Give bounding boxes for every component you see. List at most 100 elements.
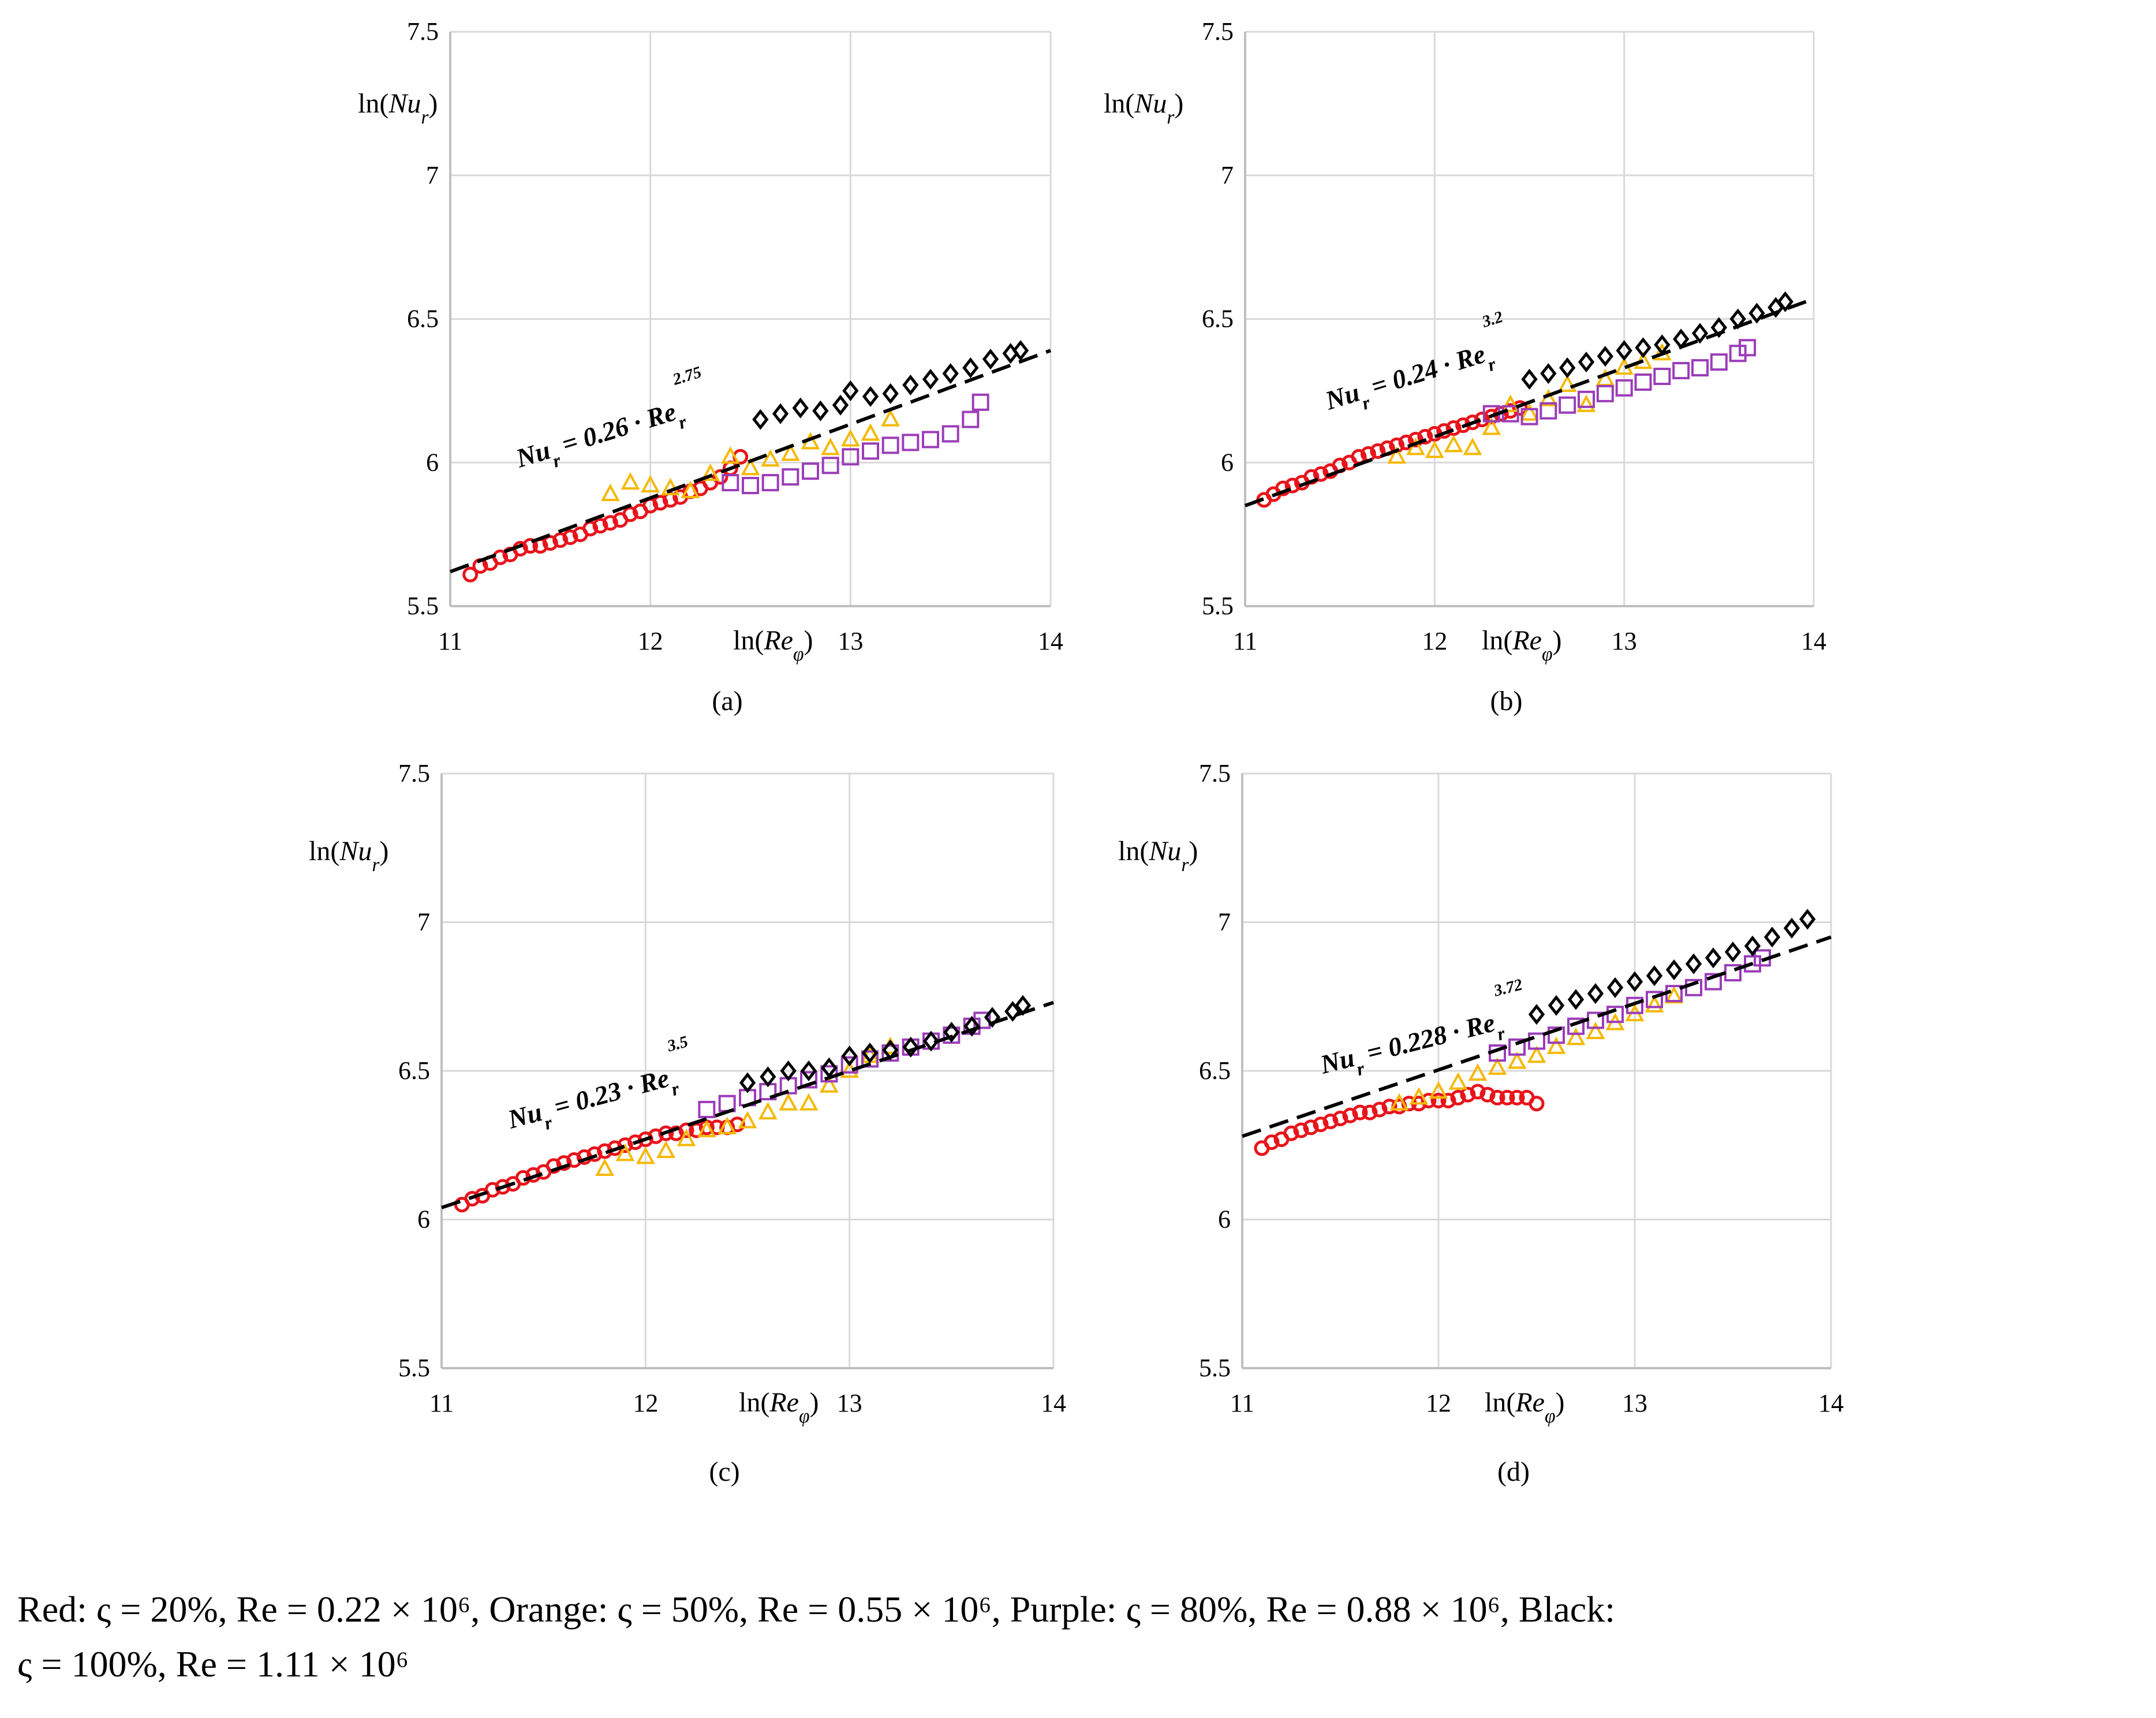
red-circle-point bbox=[1398, 434, 1414, 450]
purple-square-point bbox=[1540, 402, 1557, 420]
orange-triangle-point bbox=[780, 443, 800, 461]
black-diamond-point bbox=[792, 397, 809, 419]
black-diamond-point bbox=[943, 1022, 960, 1043]
y-tick-label: 7.5 bbox=[1199, 759, 1231, 787]
orange-triangle-point bbox=[1406, 438, 1425, 455]
red-circle-point bbox=[1430, 1093, 1447, 1108]
red-circle-point bbox=[637, 1131, 653, 1147]
orange-triangle-point bbox=[1527, 1045, 1546, 1063]
black-diamond-point bbox=[1578, 352, 1595, 373]
purple-square-point bbox=[1508, 1038, 1526, 1056]
caption-line-2: ς = 100%, Re = 1.11 × 10⁶ bbox=[17, 1644, 409, 1685]
y-tick-label: 7.5 bbox=[407, 17, 439, 46]
purple-square-point bbox=[1615, 379, 1633, 397]
orange-triangle-point bbox=[697, 1119, 716, 1137]
y-axis-title: ln(Nur) bbox=[358, 88, 438, 128]
purple-square-point bbox=[881, 1044, 899, 1062]
black-series bbox=[1528, 909, 1816, 1025]
red-circle-point bbox=[712, 469, 728, 485]
purple-square-point bbox=[1672, 362, 1690, 380]
purple-square-point bbox=[862, 442, 879, 460]
red-circle-point bbox=[556, 1155, 572, 1171]
panel-label: (c) bbox=[709, 1456, 739, 1487]
black-diamond-point bbox=[1744, 935, 1761, 957]
x-tick-label: 12 bbox=[633, 1389, 658, 1417]
red-circle-point bbox=[1332, 1110, 1348, 1126]
black-diamond-point bbox=[800, 1060, 817, 1082]
purple-square-point bbox=[1729, 345, 1747, 363]
orange-triangle-point bbox=[881, 409, 900, 427]
figure-caption: Red: ς = 20%, Re = 0.22 × 10⁶, Orange: ς… bbox=[17, 1582, 2142, 1691]
red-series bbox=[1254, 1084, 1545, 1156]
red-circle-point bbox=[1293, 1122, 1309, 1138]
purple-square-point bbox=[902, 434, 920, 451]
orange-triangle-point bbox=[641, 475, 660, 493]
black-diamond-point bbox=[1559, 357, 1576, 379]
orange-triangle-point bbox=[720, 446, 740, 464]
fit-line bbox=[1242, 935, 1832, 1138]
orange-triangle-point bbox=[1387, 446, 1407, 464]
red-circle-point bbox=[1417, 428, 1433, 445]
orange-triangle-point bbox=[761, 449, 780, 467]
black-diamond-point bbox=[963, 1015, 980, 1037]
purple-square-point bbox=[1596, 384, 1614, 402]
x-axis-title: ln(Reφ) bbox=[1482, 625, 1562, 665]
purple-square-point bbox=[881, 436, 899, 454]
orange-triangle-point bbox=[615, 1144, 635, 1161]
orange-triangle-point bbox=[595, 1158, 615, 1176]
purple-square-point bbox=[1691, 359, 1709, 377]
red-circle-point bbox=[1303, 1119, 1319, 1136]
purple-square-point bbox=[761, 474, 779, 492]
orange-triangle-point bbox=[840, 429, 860, 447]
y-tick-label: 6 bbox=[1221, 448, 1234, 476]
y-tick-label: 6 bbox=[417, 1205, 430, 1234]
y-axis-title: ln(Nur) bbox=[309, 836, 388, 876]
black-diamond-point bbox=[982, 349, 999, 370]
orange-triangle-point bbox=[821, 438, 840, 455]
x-tick-label: 12 bbox=[1422, 627, 1447, 655]
black-diamond-point bbox=[1521, 368, 1538, 390]
red-series bbox=[462, 449, 749, 582]
purple-square-point bbox=[1646, 991, 1663, 1009]
purple-square-point bbox=[742, 477, 759, 495]
panel-label: (a) bbox=[712, 686, 742, 716]
black-diamond-point bbox=[842, 380, 859, 401]
x-tick-label: 11 bbox=[429, 1389, 454, 1417]
y-tick-label: 6.5 bbox=[1202, 305, 1234, 333]
x-tick-label: 13 bbox=[1612, 627, 1637, 655]
orange-triangle-point bbox=[861, 423, 880, 441]
y-axis-title: ln(Nur) bbox=[1104, 88, 1183, 128]
black-diamond-point bbox=[882, 383, 899, 404]
chart-panel-c: 11 12 13 14 5.5 6 6.5 7 7.5 ln(Nur) ln(Reφ) Nur = 0… bbox=[309, 759, 1066, 1487]
black-diamond-point bbox=[1635, 337, 1651, 358]
fit-line bbox=[449, 349, 1052, 574]
black-diamond-point bbox=[1597, 346, 1614, 367]
black-diamond-point bbox=[1748, 302, 1765, 324]
purple-square-point bbox=[722, 474, 739, 492]
purple-square-point bbox=[1501, 405, 1519, 423]
red-circle-point bbox=[1470, 1084, 1486, 1100]
purple-series bbox=[1482, 339, 1757, 425]
y-axis-title: ln(Nur) bbox=[1118, 836, 1198, 876]
purple-square-point bbox=[1520, 408, 1538, 425]
chart-panel-a: 11 12 13 14 5.5 6 6.5 7 7.5 ln(Nur) ln(Reφ) Nur = 0… bbox=[358, 17, 1063, 716]
x-tick-label: 11 bbox=[438, 627, 462, 655]
panel-label: (d) bbox=[1497, 1456, 1530, 1487]
black-diamond-point bbox=[1691, 323, 1709, 344]
x-tick-label: 13 bbox=[838, 627, 863, 655]
black-diamond-point bbox=[1705, 947, 1722, 969]
black-diamond-point bbox=[984, 1007, 1001, 1028]
x-tick-label: 12 bbox=[1426, 1389, 1451, 1417]
black-diamond-point bbox=[812, 400, 829, 421]
panel-label: (b) bbox=[1490, 686, 1523, 716]
red-circle-point bbox=[1529, 1096, 1545, 1112]
black-diamond-point bbox=[739, 1072, 756, 1093]
black-diamond-point bbox=[1004, 1000, 1021, 1022]
orange-series bbox=[600, 409, 900, 501]
orange-triangle-point bbox=[1389, 1093, 1409, 1111]
black-diamond-point bbox=[780, 1060, 797, 1082]
black-diamond-point bbox=[862, 386, 879, 407]
purple-square-point bbox=[861, 1050, 879, 1068]
purple-square-point bbox=[943, 1026, 961, 1044]
black-diamond-point bbox=[942, 363, 959, 384]
